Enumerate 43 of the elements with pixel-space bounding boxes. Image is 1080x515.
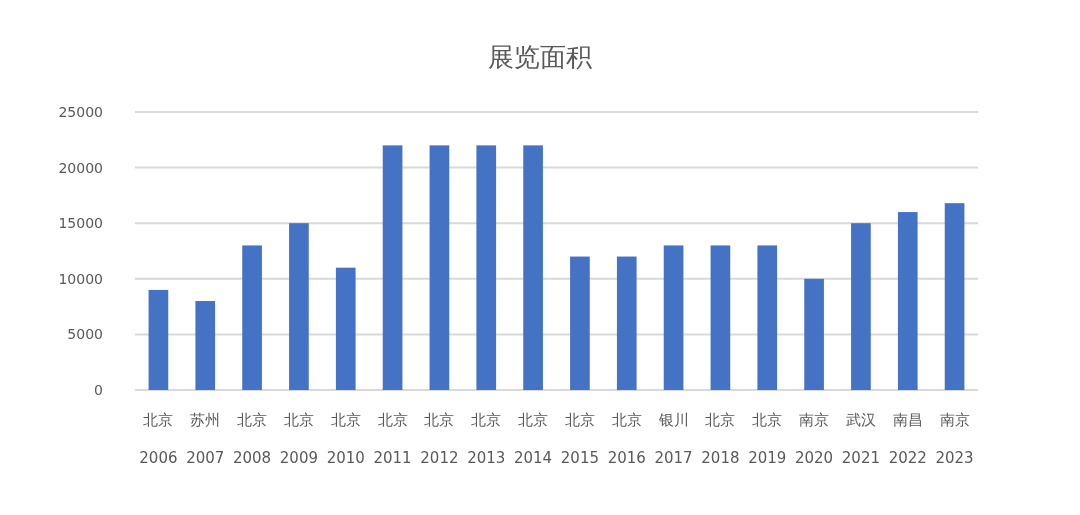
bar [476, 145, 497, 390]
category-label: 北京 2011 [373, 411, 412, 467]
category-label: 南昌 2022 [888, 411, 927, 467]
bar [897, 212, 918, 390]
category-label: 北京 2014 [513, 411, 553, 467]
bar [804, 278, 824, 390]
category-label: 武汉 2021 [841, 411, 881, 467]
category-label: 苏州 2007 [186, 411, 225, 467]
y-tick-label: 5000 [67, 326, 103, 343]
y-tick-label: 20000 [58, 159, 103, 176]
y-tick-label: 0 [94, 382, 103, 398]
bar [710, 245, 731, 390]
bar [757, 245, 778, 390]
category-label: 北京 2019 [748, 411, 787, 467]
category-label: 南京 2020 [794, 411, 834, 467]
category-label: 北京 2018 [701, 411, 740, 467]
bar [335, 267, 356, 390]
bar [851, 223, 871, 390]
category-label: 北京 2013 [467, 411, 506, 467]
bar [195, 301, 216, 390]
chart-title: 展览面积 [488, 42, 592, 72]
category-label: 北京 2015 [560, 411, 600, 467]
category-label: 银川 2017 [654, 411, 693, 467]
bar [523, 145, 543, 390]
bar [616, 256, 637, 390]
bar [944, 203, 965, 390]
bar [663, 245, 684, 390]
bar [570, 256, 590, 390]
category-label: 北京 2010 [326, 411, 365, 467]
bar [382, 145, 403, 390]
bar [429, 145, 450, 390]
bar [242, 245, 262, 390]
category-label: 北京 2016 [607, 411, 646, 467]
bar [289, 223, 309, 390]
y-tick-label: 25000 [58, 104, 103, 120]
category-label: 北京 2009 [279, 411, 319, 467]
category-label: 北京 2006 [139, 411, 178, 467]
y-tick-label: 10000 [58, 270, 103, 287]
bar [148, 289, 169, 390]
category-label: 北京 2008 [232, 411, 272, 467]
category-label: 北京 2012 [420, 411, 459, 467]
y-tick-label: 15000 [58, 215, 103, 232]
category-label: 南京 2023 [935, 411, 974, 467]
